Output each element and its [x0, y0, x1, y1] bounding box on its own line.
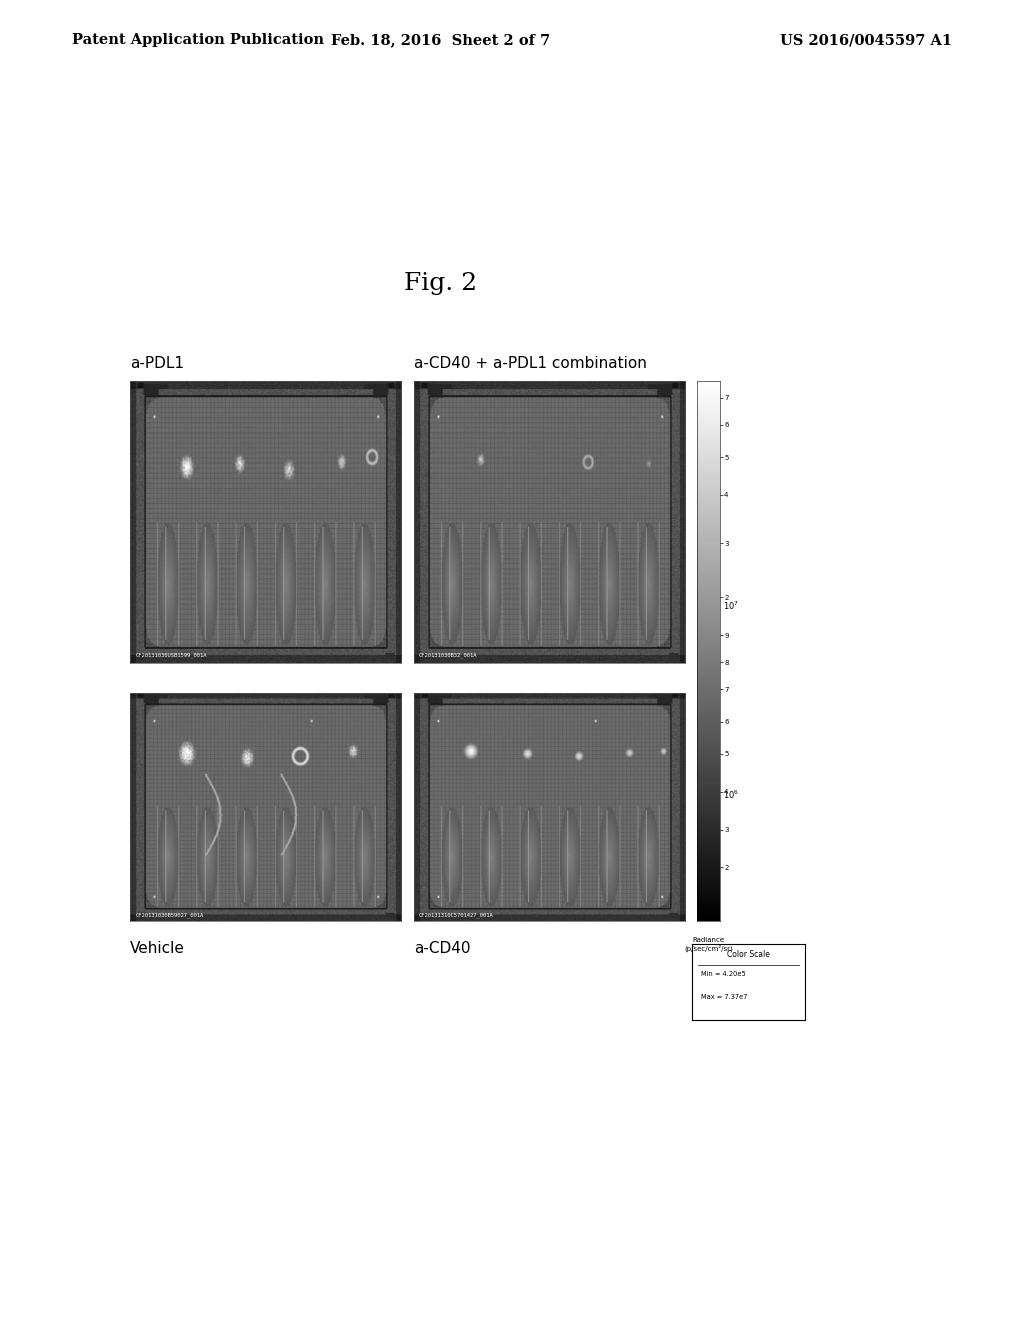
Text: Max = 7.37e7: Max = 7.37e7: [701, 994, 748, 999]
Text: Color Scale: Color Scale: [727, 950, 770, 958]
Text: $10^6$: $10^6$: [723, 788, 739, 801]
Text: Fig. 2: Fig. 2: [403, 272, 477, 296]
Text: a-CD40 + a-PDL1 combination: a-CD40 + a-PDL1 combination: [414, 356, 646, 371]
Text: $10^7$: $10^7$: [723, 599, 739, 611]
Text: Min = 4.20e5: Min = 4.20e5: [701, 970, 746, 977]
Text: a-PDL1: a-PDL1: [130, 356, 184, 371]
Text: CF20131030B32_001A: CF20131030B32_001A: [419, 653, 477, 659]
Text: Patent Application Publication: Patent Application Publication: [72, 33, 324, 48]
Text: Radiance
(p/sec/cm²/sr): Radiance (p/sec/cm²/sr): [684, 937, 733, 952]
Text: CF20131030USB1599_001A: CF20131030USB1599_001A: [135, 653, 207, 659]
Text: a-CD40: a-CD40: [414, 941, 470, 956]
Text: Vehicle: Vehicle: [130, 941, 185, 956]
Text: CF20131030B59027_001A: CF20131030B59027_001A: [135, 912, 204, 917]
Text: US 2016/0045597 A1: US 2016/0045597 A1: [780, 33, 952, 48]
Text: Feb. 18, 2016  Sheet 2 of 7: Feb. 18, 2016 Sheet 2 of 7: [331, 33, 550, 48]
Text: CF20131310C5701427_001A: CF20131310C5701427_001A: [419, 912, 494, 917]
